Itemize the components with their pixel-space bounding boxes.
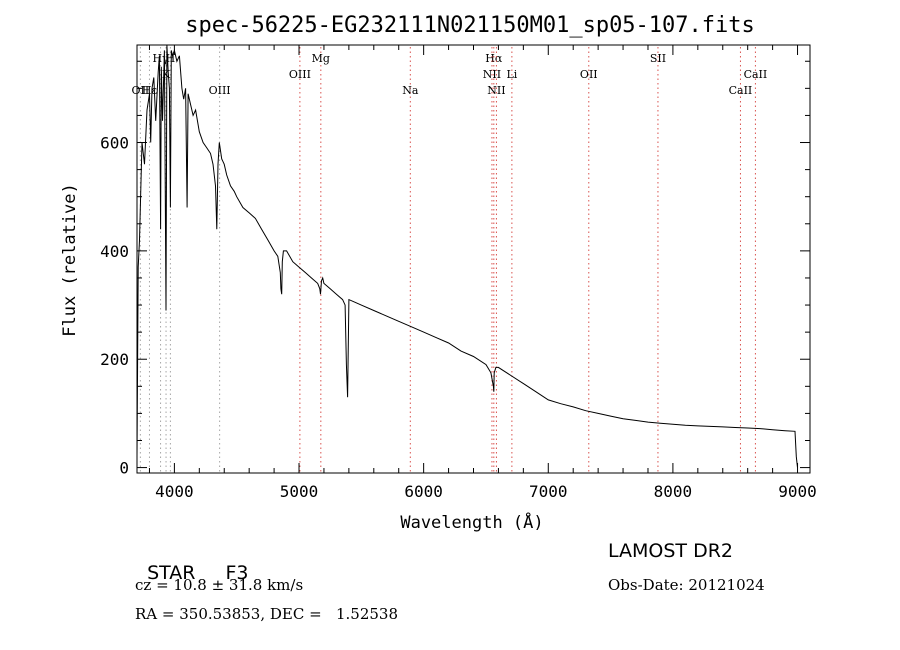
marker-label: OIII bbox=[289, 68, 311, 81]
marker-label: CaII bbox=[729, 84, 753, 97]
y-tick-label: 0 bbox=[119, 459, 129, 478]
redshift-readout: cz = 10.8 ± 31.8 km/s bbox=[135, 576, 304, 594]
y-tick-label: 600 bbox=[100, 134, 129, 153]
marker-label: H bbox=[166, 52, 176, 65]
marker-label: Mg bbox=[312, 52, 330, 65]
marker-label: Hα bbox=[485, 52, 503, 65]
axis-ticks: 4000 5000 6000 7000 8000 9000 0 200 400 600 bbox=[100, 45, 817, 501]
marker-label: NII bbox=[487, 84, 505, 97]
x-tick-label: 7000 bbox=[529, 482, 568, 501]
y-tick-label: 200 bbox=[100, 350, 129, 369]
y-tick-label: 400 bbox=[100, 242, 129, 261]
x-axis-label: Wavelength (Å) bbox=[400, 511, 543, 533]
marker-label: CaII bbox=[744, 68, 768, 81]
plot-frame bbox=[136, 44, 811, 474]
marker-label: OII bbox=[132, 84, 150, 97]
marker-label: Na bbox=[402, 84, 419, 97]
marker-label: OII bbox=[580, 68, 598, 81]
marker-label: SII bbox=[650, 52, 666, 65]
x-tick-label: 4000 bbox=[155, 482, 194, 501]
survey-label: LAMOST DR2 bbox=[608, 540, 733, 562]
x-tick-label: 5000 bbox=[280, 482, 319, 501]
y-axis-label: Flux (relative) bbox=[60, 183, 80, 337]
x-tick-label: 9000 bbox=[778, 482, 817, 501]
marker-label: OIII bbox=[209, 84, 231, 97]
obs-date: Obs-Date: 20121024 bbox=[608, 576, 765, 594]
spectrum-series bbox=[136, 44, 798, 468]
x-tick-label: 8000 bbox=[654, 482, 693, 501]
chart-title: spec-56225-EG232111N021150M01_sp05-107.f… bbox=[185, 13, 755, 38]
marker-label: Li bbox=[506, 68, 517, 81]
marker-label: NII bbox=[483, 68, 501, 81]
subclass-label: F3 bbox=[225, 562, 249, 584]
marker-label: Hε bbox=[142, 84, 158, 97]
coordinates: RA = 350.53853, DEC = 1.52538 bbox=[135, 605, 399, 623]
class-label: STAR bbox=[147, 562, 196, 584]
x-tick-label: 6000 bbox=[404, 482, 443, 501]
object-class: STAR F3 bbox=[135, 540, 249, 584]
